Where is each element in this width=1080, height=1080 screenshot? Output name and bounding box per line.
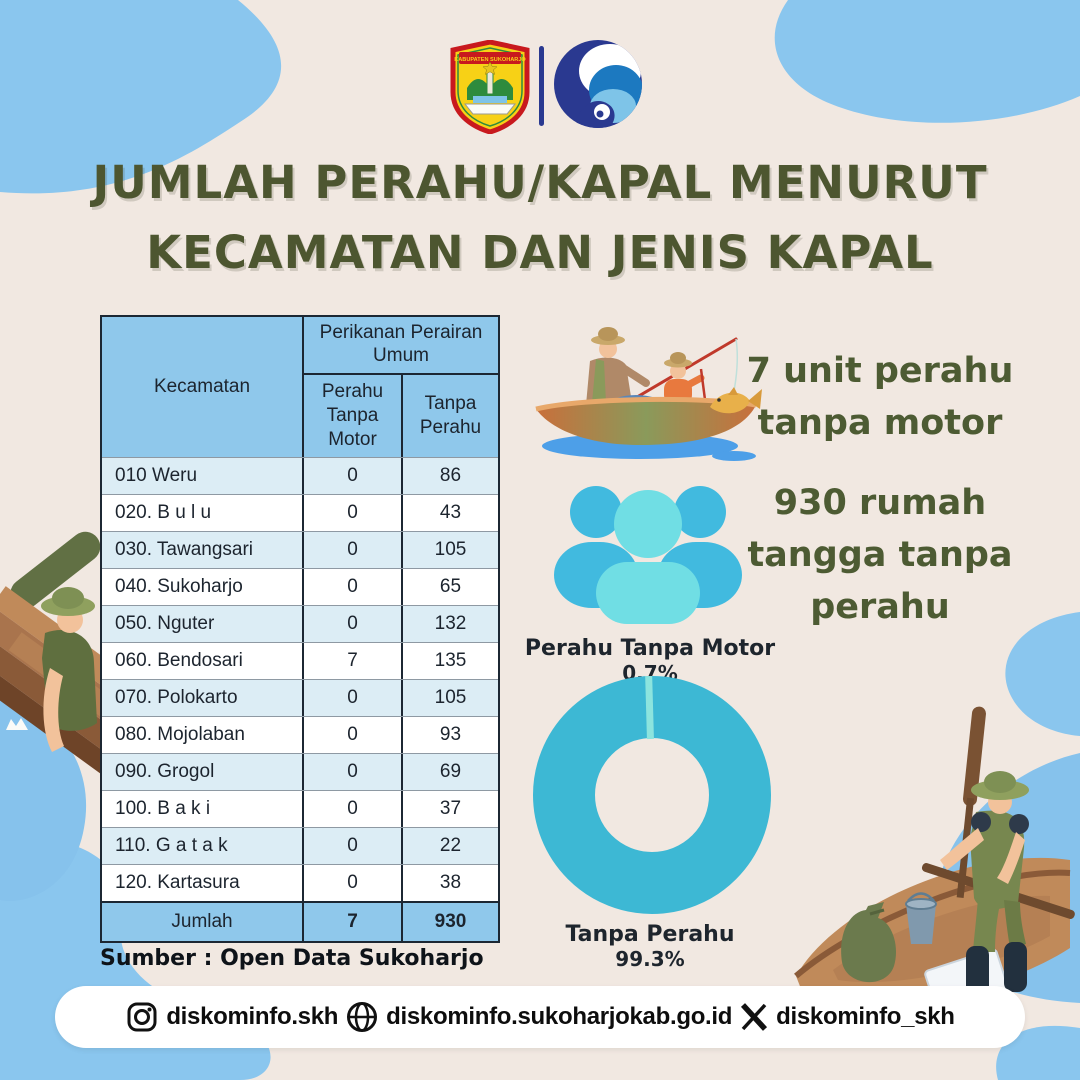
table-row: 040. Sukoharjo 0 65 bbox=[102, 568, 498, 605]
donut-label-perahu-tanpa-motor: Perahu Tanpa Motor 0.7% bbox=[524, 636, 776, 685]
fact-perahu-tanpa-motor: 7 unit perahu tanpa motor bbox=[746, 351, 1014, 443]
instagram-icon[interactable] bbox=[125, 1000, 159, 1034]
table-row: 070. Polokarto 0 105 bbox=[102, 679, 498, 716]
kecamatan-table: Kecamatan Perikanan Perairan Umum Perahu… bbox=[100, 315, 500, 943]
col-group-header: Perikanan Perairan Umum bbox=[304, 317, 498, 375]
table-row: 110. G a t a k 0 22 bbox=[102, 827, 498, 864]
crest-banner-text: KABUPATEN SUKOHARJO bbox=[454, 57, 526, 63]
website-url[interactable]: diskominfo.sukoharjokab.go.id bbox=[386, 1003, 733, 1030]
logo-divider bbox=[539, 46, 544, 126]
table-row: 030. Tawangsari 0 105 bbox=[102, 531, 498, 568]
sukoharjo-crest-logo: KABUPATEN SUKOHARJO bbox=[450, 40, 530, 134]
title-line2: KECAMATAN DAN JENIS KAPAL bbox=[146, 225, 934, 279]
table-row: 100. B a k i 0 37 bbox=[102, 790, 498, 827]
fact-rumah-tangga-tanpa-perahu: 930 rumah tangga tanpa perahu bbox=[747, 483, 1013, 627]
instagram-handle[interactable]: diskominfo.skh bbox=[166, 1003, 339, 1030]
left-fisherman-illustration bbox=[0, 531, 118, 902]
page-title: JUMLAH PERAHU/KAPAL MENURUT KECAMATAN DA… bbox=[40, 148, 1040, 288]
globe-icon[interactable] bbox=[345, 1000, 379, 1034]
table-row: 050. Nguter 0 132 bbox=[102, 605, 498, 642]
donut-chart bbox=[533, 675, 771, 914]
source-note: Sumber : Open Data Sukoharjo bbox=[100, 946, 484, 971]
table-row: 010 Weru 0 86 bbox=[102, 457, 498, 494]
table-total-row: Jumlah 7 930 bbox=[102, 901, 498, 941]
table-header: Kecamatan Perikanan Perairan Umum Perahu… bbox=[102, 317, 498, 457]
table-row: 090. Grogol 0 69 bbox=[102, 753, 498, 790]
people-group-icon bbox=[554, 486, 742, 624]
table-row: 060. Bendosari 7 135 bbox=[102, 642, 498, 679]
title-line1: JUMLAH PERAHU/KAPAL MENURUT bbox=[92, 156, 988, 209]
table-row: 020. B u l u 0 43 bbox=[102, 494, 498, 531]
donut-label-tanpa-perahu: Tanpa Perahu 99.3% bbox=[565, 922, 735, 971]
footer-social-bar: diskominfo.skh diskominfo.sukoharjokab.g… bbox=[55, 986, 1025, 1048]
col-header-kecamatan: Kecamatan bbox=[102, 317, 304, 457]
col-header-tanpa-perahu: Tanpa Perahu bbox=[401, 375, 498, 457]
col-header-perahu-tanpa-motor: Perahu Tanpa Motor bbox=[321, 381, 384, 450]
table-row: 120. Kartasura 0 38 bbox=[102, 864, 498, 901]
kominfo-logo bbox=[554, 40, 642, 128]
right-rower-illustration bbox=[794, 706, 1080, 1012]
table-row: 080. Mojolaban 0 93 bbox=[102, 716, 498, 753]
x-logo-icon[interactable] bbox=[739, 1002, 769, 1032]
x-handle[interactable]: diskominfo_skh bbox=[776, 1003, 955, 1030]
fishing-boat-illustration bbox=[535, 327, 762, 461]
